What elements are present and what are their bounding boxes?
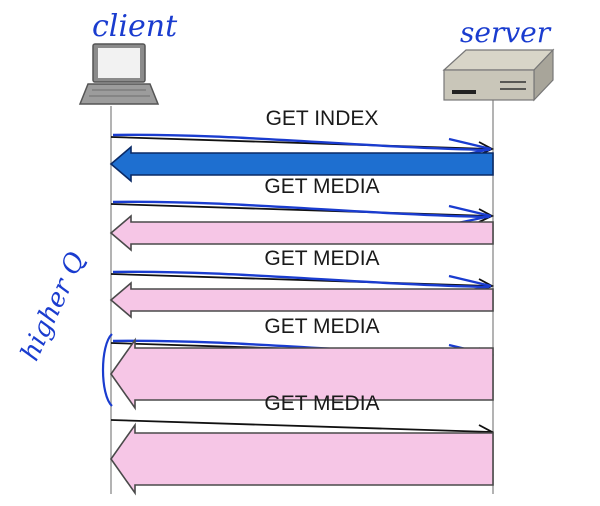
ink-retrace [112,270,490,289]
message-label: GET INDEX [265,107,379,130]
server-handwritten-label: server [460,16,552,49]
message-label: GET MEDIA [264,315,380,338]
client-handwritten-label: client [92,9,178,44]
message-arrows [109,133,495,496]
response-arrow [109,145,494,183]
ink-retrace [112,200,490,219]
request-arrow [110,200,495,226]
message-label: GET MEDIA [264,175,380,198]
side-note-handwritten-line-1: higher Q [15,248,91,366]
laptop-icon [78,43,160,105]
side-note-bracket [101,333,113,407]
server-box-icon [442,48,555,102]
message-label: GET MEDIA [264,392,380,415]
response-arrow [109,281,494,319]
ink-retrace [112,133,490,152]
response-arrow [109,214,494,252]
message-label: GET MEDIA [264,247,380,270]
response-arrow [110,422,494,496]
response-arrow [110,337,494,411]
